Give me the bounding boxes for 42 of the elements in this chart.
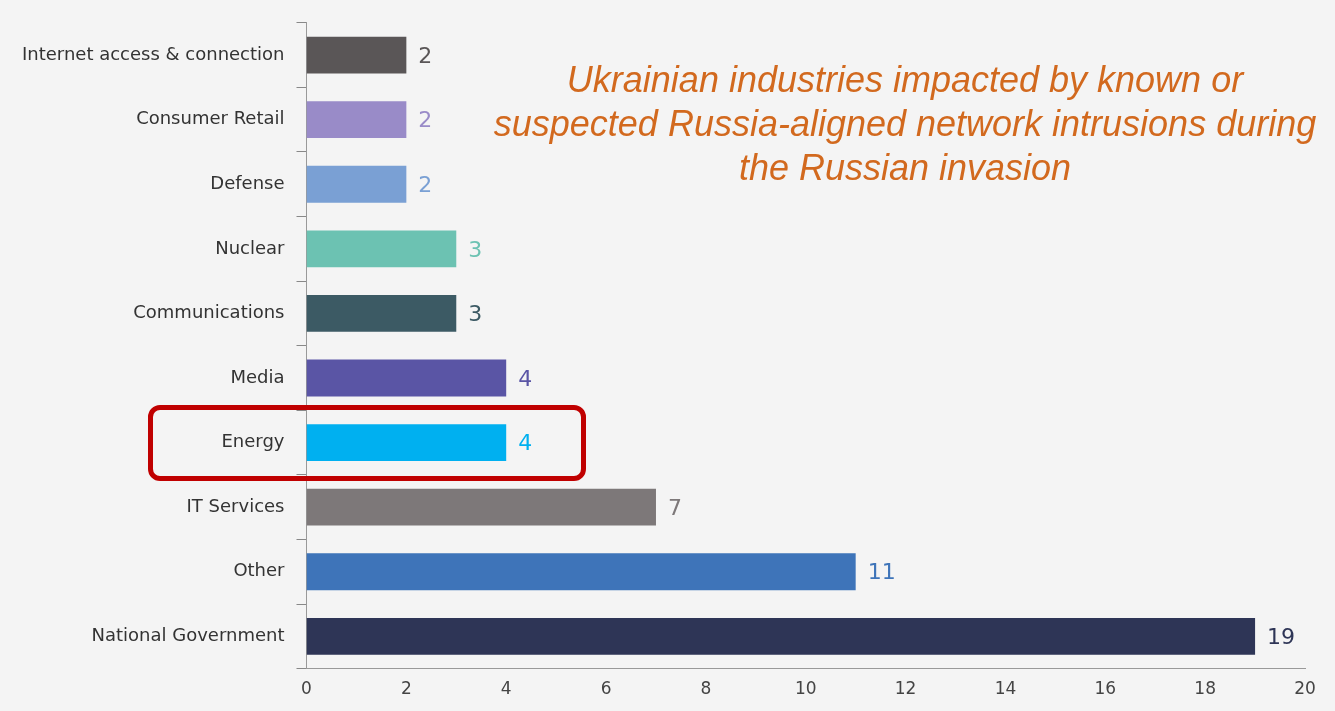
bar <box>306 230 457 268</box>
bar <box>306 101 407 139</box>
y-tick-label: Media <box>230 365 285 387</box>
bar <box>306 165 407 203</box>
y-tick-label: IT Services <box>186 494 285 516</box>
x-tick-label: 8 <box>700 678 712 699</box>
y-tick-label: Other <box>233 559 286 581</box>
y-tick-label: Energy <box>221 430 285 452</box>
data-label: 3 <box>468 301 483 327</box>
data-label: 2 <box>418 42 433 68</box>
y-tick-label: Defense <box>210 171 285 193</box>
bar <box>306 488 656 526</box>
bar <box>306 359 507 397</box>
text: Ukrainian industries impacted by known or suspected Russia-aligned network intrusions during the Russian invasion <box>492 58 1318 190</box>
bar <box>306 617 1256 655</box>
data-label: 4 <box>518 365 533 391</box>
y-tick-label: Consumer Retail <box>136 107 285 129</box>
data-label: 2 <box>418 107 433 133</box>
x-tick-label: 0 <box>301 678 312 699</box>
x-tick-label: 20 <box>1294 678 1316 699</box>
y-tick-label: Communications <box>133 301 285 323</box>
bar <box>306 36 407 74</box>
data-label: 3 <box>468 236 483 262</box>
x-tick-label: 12 <box>894 678 917 699</box>
x-tick-label: 2 <box>400 678 412 699</box>
bar <box>306 295 457 332</box>
bar <box>306 553 856 591</box>
x-tick-label: 16 <box>1094 678 1117 699</box>
x-tick-label: 4 <box>500 678 512 699</box>
x-tick-label: 14 <box>994 678 1017 699</box>
data-label: 11 <box>867 559 896 585</box>
data-label: 2 <box>418 171 433 197</box>
bar <box>306 424 507 461</box>
y-tick-label: National Government <box>91 623 285 645</box>
data-label: 4 <box>518 430 533 456</box>
data-label: 7 <box>667 494 682 520</box>
x-tick-label: 18 <box>1194 678 1216 699</box>
x-tick-label: 6 <box>600 678 612 699</box>
y-tick-label: Internet access & connection <box>21 42 285 64</box>
x-tick-label: 10 <box>794 678 817 699</box>
y-tick-label: Nuclear <box>215 236 286 258</box>
data-label: 19 <box>1267 624 1296 650</box>
